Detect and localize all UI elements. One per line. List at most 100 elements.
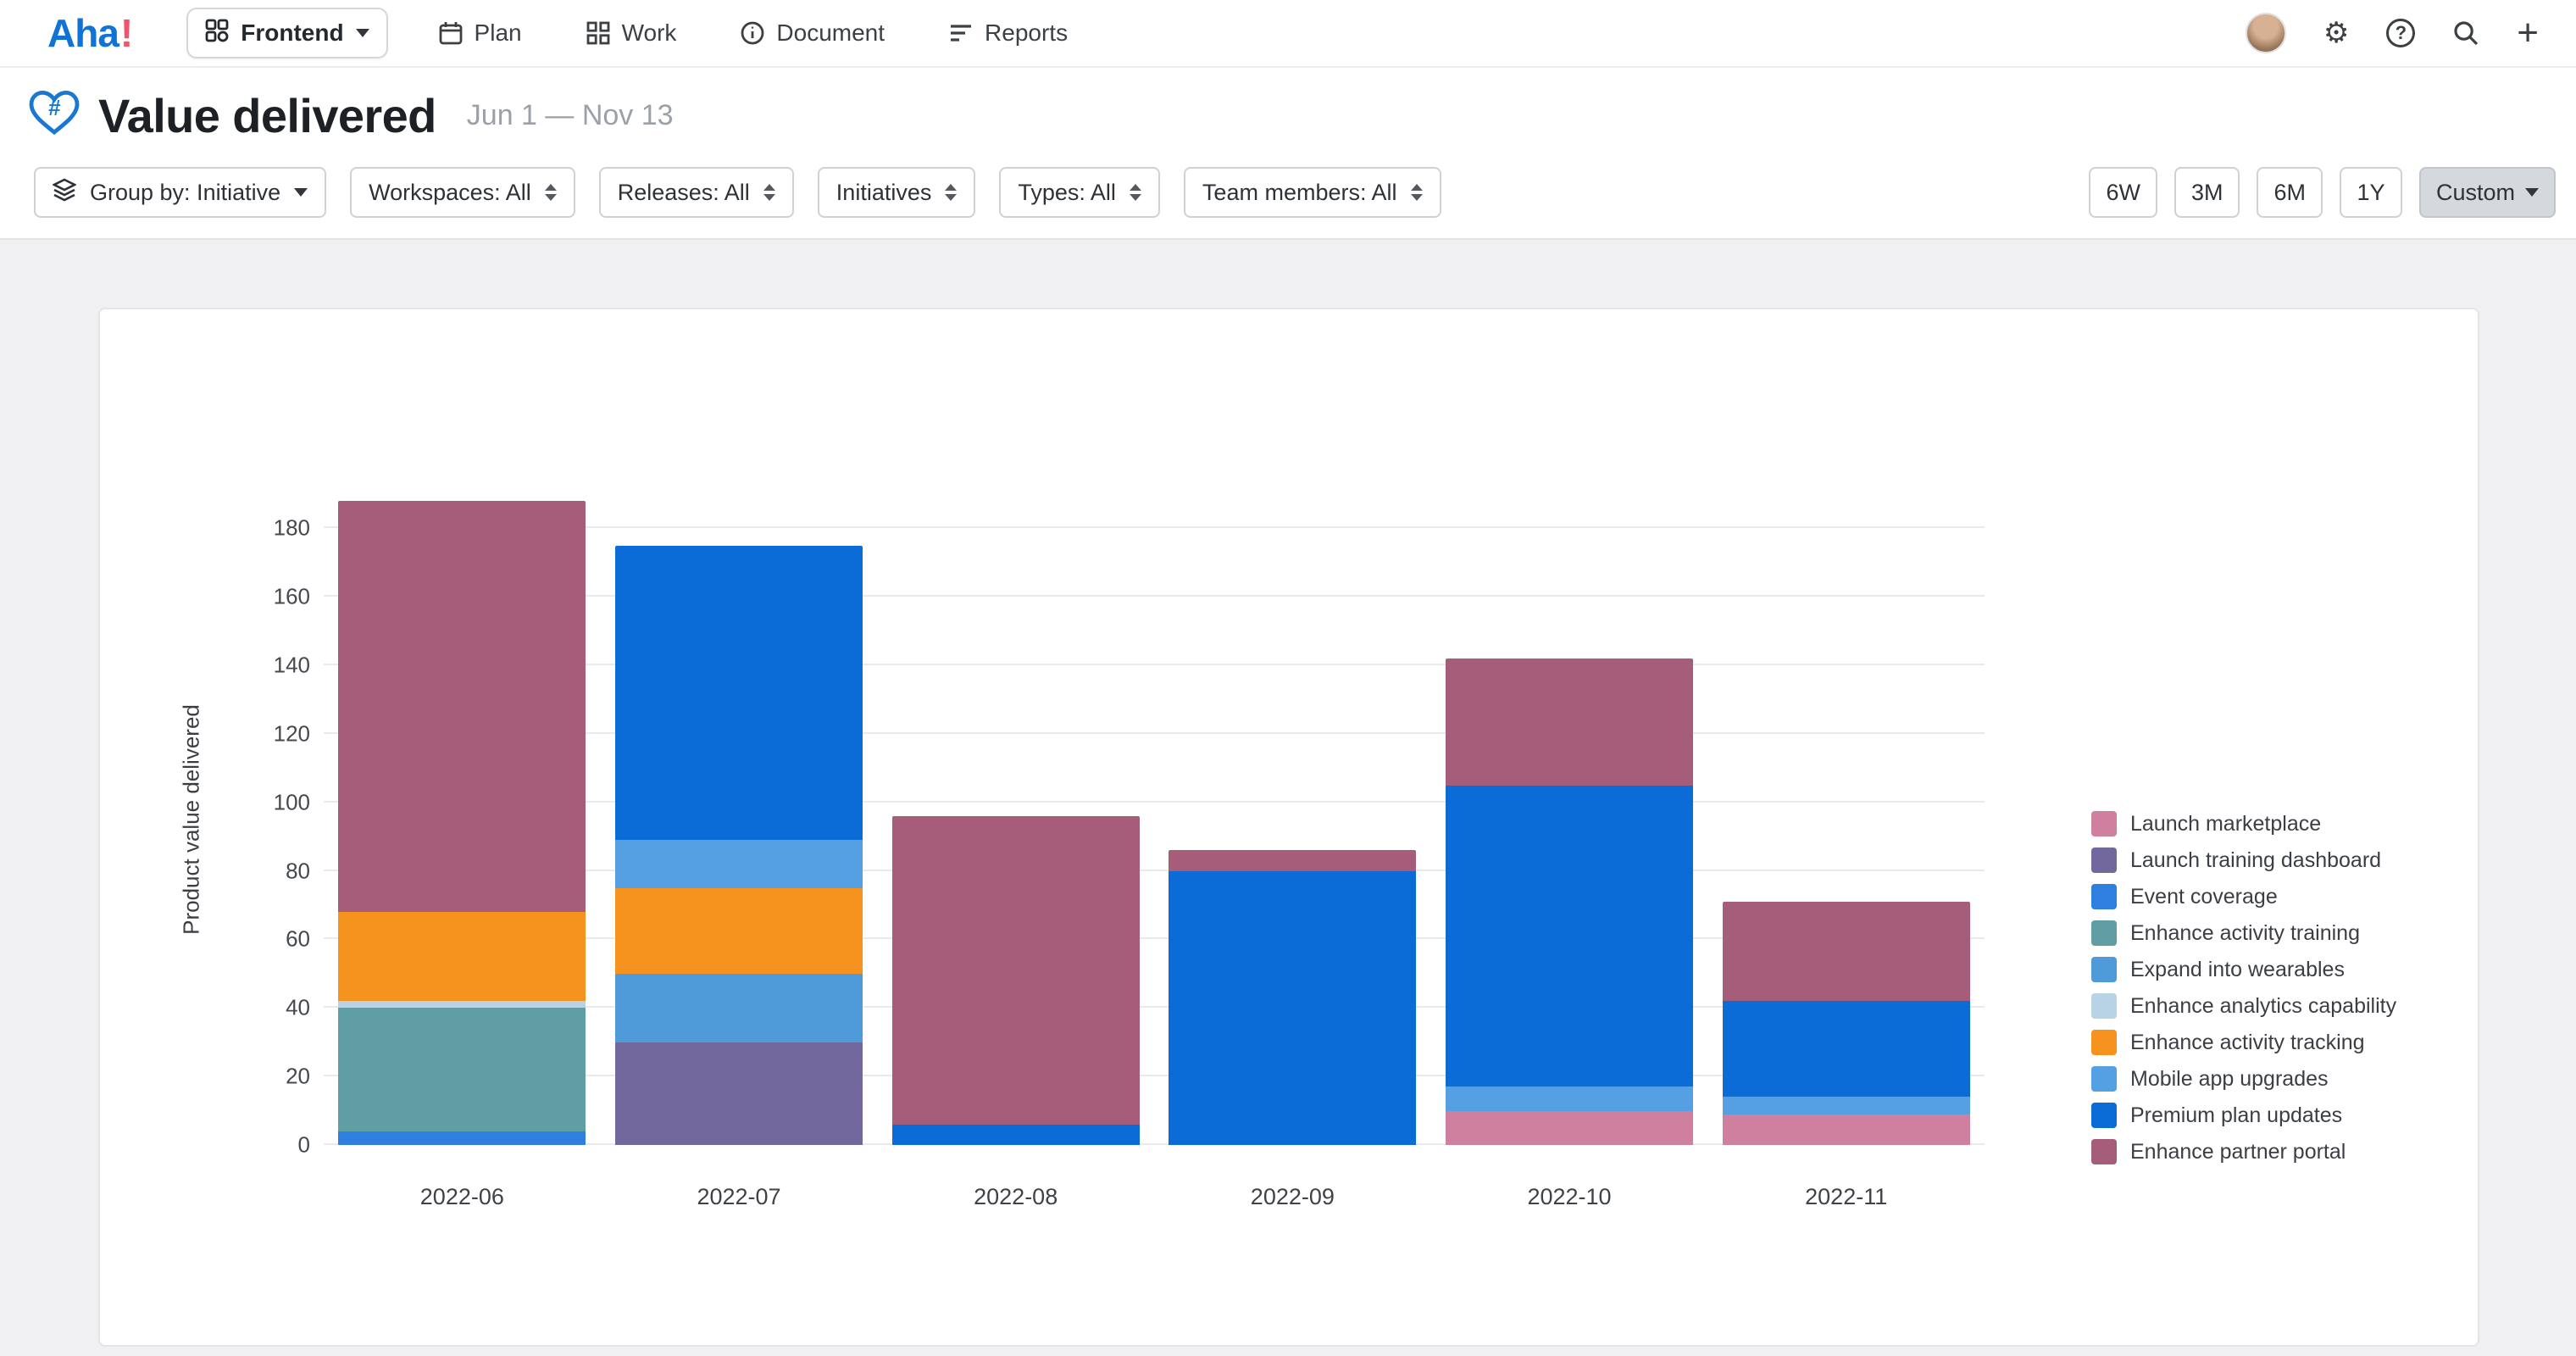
nav-item-plan[interactable]: Plan [439,19,522,47]
stacked-bar [615,545,863,1145]
legend-label: Enhance activity tracking [2130,1030,2365,1054]
filter-bar: Group by: Initiative Workspaces: All Rel… [0,157,2576,240]
legend-label: Launch marketplace [2130,811,2322,836]
chevron-down-icon [294,188,308,197]
nav-item-label: Reports [985,19,1069,46]
range-6w-button[interactable]: 6W [2089,167,2157,218]
logo-exclamation: ! [119,11,133,55]
y-axis-tick-label: 60 [286,925,310,952]
gridline [324,1075,1985,1077]
bar-slot [1154,494,1431,1145]
filter-releases[interactable]: Releases: All [598,167,794,218]
updown-arrows-icon [763,184,775,201]
x-axis-tick-label: 2022-10 [1527,1184,1612,1209]
nav-item-label: Document [776,19,886,46]
help-icon[interactable]: ? [2386,19,2416,47]
filter-types[interactable]: Types: All [999,167,1160,218]
stacked-bar [1722,902,1970,1145]
bar-segment[interactable] [615,887,863,974]
layers-icon [52,178,77,208]
legend-swatch [2091,1030,2117,1055]
bar-segment[interactable] [1722,1097,1970,1114]
workspace-selector[interactable]: Frontend [186,8,388,58]
legend-item[interactable]: Premium plan updates [2091,1103,2396,1128]
bar-segment[interactable] [338,501,586,913]
legend-item[interactable]: Enhance analytics capability [2091,993,2396,1019]
search-icon[interactable] [2452,19,2479,47]
gridline [324,731,1985,734]
bar-segment[interactable] [615,545,863,841]
range-1y-button[interactable]: 1Y [2339,167,2402,218]
legend-item[interactable]: Mobile app upgrades [2091,1066,2396,1092]
legend-item[interactable]: Enhance activity training [2091,920,2396,946]
legend-item[interactable]: Enhance partner portal [2091,1139,2396,1164]
bar-segment[interactable] [1446,785,1694,1087]
bar-slot [1707,494,1985,1145]
legend-item[interactable]: Launch marketplace [2091,811,2396,836]
heart-hash-icon: # [27,89,81,143]
settings-gear-icon[interactable]: ⚙ [2323,17,2350,49]
updown-arrows-icon [1129,184,1141,201]
bar-segment[interactable] [891,1124,1140,1145]
group-by-dropdown[interactable]: Group by: Initiative [34,167,327,218]
bar-segment[interactable] [1446,659,1694,786]
x-axis-tick-label: 2022-09 [1250,1184,1335,1209]
create-plus-icon[interactable]: + [2517,12,2539,53]
gridline [324,526,1985,529]
page-header: # Value delivered Jun 1 — Nov 13 [0,68,2576,157]
legend-item[interactable]: Event coverage [2091,884,2396,909]
user-avatar[interactable] [2245,13,2286,53]
nav-right: ⚙ ? + [2245,12,2539,53]
updown-arrows-icon [544,184,557,201]
filter-label: Types: All [1018,179,1116,205]
x-axis-tick-label: 2022-11 [1805,1184,1888,1209]
bar-segment[interactable] [891,815,1140,1125]
bar-segment[interactable] [338,1001,586,1009]
filter-team-members[interactable]: Team members: All [1183,167,1441,218]
filter-workspaces[interactable]: Workspaces: All [350,167,575,218]
range-3m-button[interactable]: 3M [2174,167,2240,218]
bar-segment[interactable] [338,1131,586,1145]
nav-item-work[interactable]: Work [586,19,676,47]
bar-segment[interactable] [1722,1001,1970,1098]
nav-item-document[interactable]: Document [741,19,885,47]
bar-slot [601,494,878,1145]
bar-slot [877,494,1154,1145]
bar-segment[interactable] [615,973,863,1042]
content: Product value delivered 0 20 40 60 80 100 120 1… [0,240,2576,1347]
bar-segment[interactable] [1722,902,1970,1002]
gridline [324,595,1985,597]
report-bars-icon [949,21,973,45]
bar-segment[interactable] [338,1008,586,1131]
legend-label: Mobile app upgrades [2130,1066,2329,1091]
x-axis-tick-label: 2022-06 [419,1184,504,1209]
legend-swatch [2091,957,2117,982]
legend-swatch [2091,811,2117,836]
bar-segment[interactable] [1446,1110,1694,1145]
calendar-icon [439,21,463,45]
legend-swatch [2091,993,2117,1019]
range-6m-button[interactable]: 6M [2257,167,2323,218]
bar-segment[interactable] [615,840,863,888]
legend-item[interactable]: Launch training dashboard [2091,848,2396,873]
bar-segment[interactable] [1169,850,1417,871]
bar-segment[interactable] [338,912,586,1002]
gridline [324,1143,1985,1145]
updown-arrows-icon [1410,184,1423,201]
range-custom-button[interactable]: Custom [2418,167,2556,218]
legend-item[interactable]: Expand into wearables [2091,957,2396,982]
bar-segment[interactable] [1722,1114,1970,1145]
aha-logo[interactable]: Aha! [47,10,133,56]
bar-segment[interactable] [615,1042,863,1145]
chart-card: Product value delivered 0 20 40 60 80 100 120 1… [98,308,2479,1347]
legend-item[interactable]: Enhance activity tracking [2091,1030,2396,1055]
plot-area: 0 20 40 60 80 100 120 140 160 180 [274,494,1985,1158]
legend-swatch [2091,884,2117,909]
nav-item-reports[interactable]: Reports [949,19,1068,47]
filter-initiatives[interactable]: Initiatives [817,167,976,218]
bar-segment[interactable] [1169,870,1417,1145]
y-axis-tick-label: 160 [273,583,310,609]
bar-segment[interactable] [1446,1086,1694,1111]
filter-label: Team members: All [1202,179,1397,205]
stacked-bar [891,815,1140,1145]
